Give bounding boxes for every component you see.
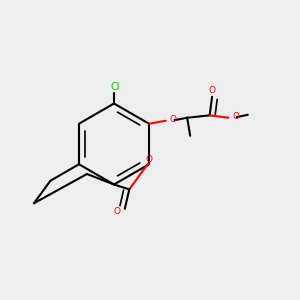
Text: O: O bbox=[232, 112, 239, 121]
Text: O: O bbox=[114, 207, 121, 216]
Text: Cl: Cl bbox=[111, 82, 120, 92]
Text: O: O bbox=[146, 155, 153, 164]
Text: O: O bbox=[169, 115, 176, 124]
Text: O: O bbox=[208, 86, 216, 95]
